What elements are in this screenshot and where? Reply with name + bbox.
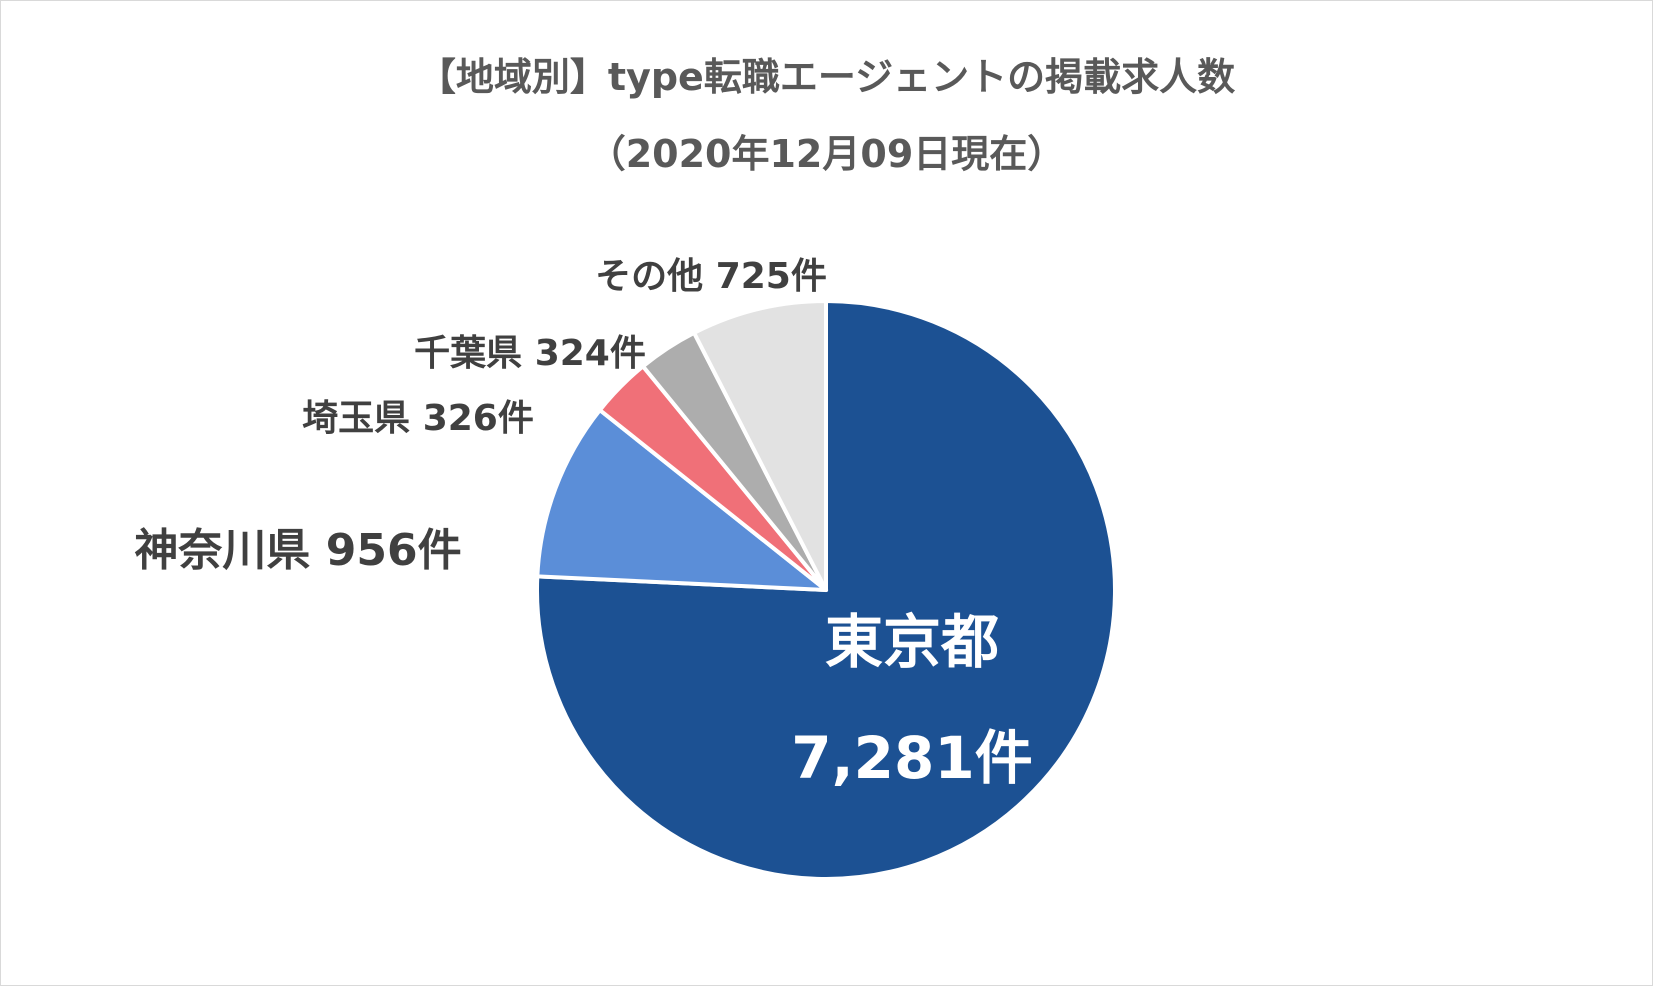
chart-subtitle: （2020年12月09日現在） bbox=[587, 132, 1066, 176]
data-label-1: 東京都 7,281件 bbox=[791, 608, 1032, 792]
data-label-3: 埼玉県 326件 bbox=[302, 398, 534, 439]
pie-slice-5 bbox=[692, 299, 828, 592]
data-label-2: 神奈川県 956件 bbox=[134, 525, 461, 576]
data-label-value: 7,281件 bbox=[791, 724, 1032, 792]
pie-slice-1 bbox=[535, 299, 1117, 881]
data-label-category: 東京都 bbox=[825, 608, 999, 676]
data-label-4: 千葉県 324件 bbox=[414, 333, 646, 374]
chart-title: 【地域別】type転職エージェントの掲載求人数 bbox=[417, 55, 1236, 99]
data-label-5: その他 725件 bbox=[595, 256, 827, 297]
pie-slice-2 bbox=[535, 408, 828, 592]
